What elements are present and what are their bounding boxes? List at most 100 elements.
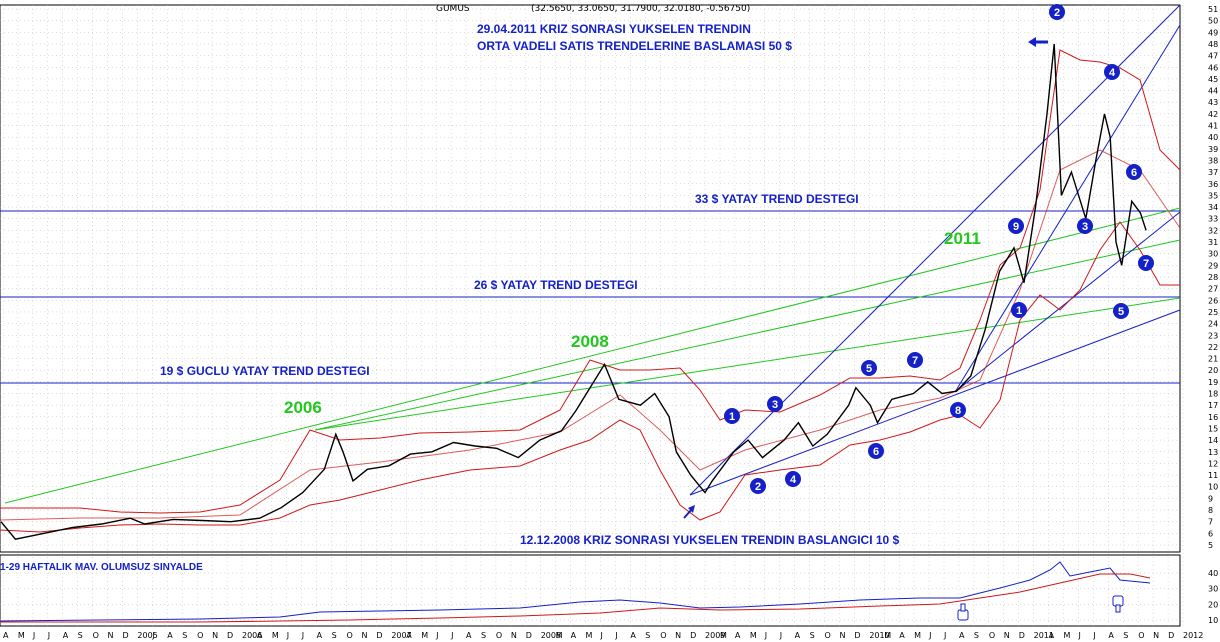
x-tick-label: 2007 (391, 631, 411, 640)
x-tick-label: A (959, 631, 965, 640)
x-tick-label: J (32, 631, 35, 640)
svg-text:5: 5 (866, 363, 872, 375)
svg-text:1: 1 (1016, 305, 1022, 317)
svg-text:5: 5 (1118, 306, 1124, 318)
indicator-red-line (0, 573, 1151, 623)
price-y-tick: 7 (1208, 518, 1213, 527)
svg-text:2: 2 (755, 481, 761, 493)
wave-badge: 5 (861, 360, 877, 376)
red-lower-band (0, 221, 1180, 533)
price-y-tick: 16 (1208, 413, 1218, 422)
blue-trend-1 (689, 309, 1181, 496)
wave-badge: 2 (750, 478, 766, 494)
green-trend-1 (4, 207, 1181, 504)
wave-badge: 1 (724, 408, 740, 424)
x-tick-label: J (1092, 631, 1095, 640)
x-tick-label: J (47, 631, 50, 640)
svg-text:3: 3 (772, 399, 778, 411)
price-y-tick: 38 (1208, 156, 1218, 165)
x-tick-label: 2011 (1034, 631, 1054, 640)
x-tick-label: A (466, 631, 472, 640)
red-middle-band (0, 149, 1181, 521)
price-y-tick: 17 (1208, 401, 1218, 410)
x-tick-label: O (496, 631, 502, 640)
x-tick-label: D (1168, 631, 1174, 640)
price-y-tick: 34 (1208, 203, 1218, 212)
price-y-tick: 32 (1208, 226, 1218, 235)
x-tick-label: M (750, 631, 757, 640)
x-tick-label: A (571, 631, 577, 640)
price-y-tick: 35 (1208, 191, 1218, 200)
x-tick-label: O (93, 631, 99, 640)
thumbs-down-icon (1112, 595, 1124, 613)
left-arrow-icon (1028, 37, 1048, 47)
svg-text:9: 9 (1013, 221, 1019, 233)
price-series (0, 43, 1147, 540)
x-tick-label: M (884, 631, 891, 640)
red-upper-band (0, 49, 1181, 514)
x-tick-label: J (301, 631, 304, 640)
x-tick-label: S (481, 631, 486, 640)
x-tick-label: S (810, 631, 815, 640)
x-tick-label: 2005 (137, 631, 157, 640)
x-tick-label: S (974, 631, 979, 640)
wave-badge: 3 (1077, 218, 1093, 234)
indicator-y-tick: 40 (1208, 569, 1218, 578)
wave-badge: 6 (868, 443, 884, 459)
x-tick-label: 2010 (869, 631, 889, 640)
x-tick-label: J (764, 631, 767, 640)
green-trend-3 (314, 297, 1181, 431)
indicator-y-tick: 20 (1208, 600, 1218, 609)
x-tick-label: D (376, 631, 382, 640)
indicator-y-tick: 10 (1208, 616, 1218, 625)
price-y-tick: 9 (1208, 494, 1213, 503)
price-y-tick: 50 (1208, 17, 1218, 26)
quote-label: (32.5650, 33.0650, 31.7900, 32.0180, -0.… (531, 4, 750, 14)
price-y-tick: 25 (1208, 308, 1218, 317)
price-y-tick: 39 (1208, 145, 1218, 154)
x-tick-label: J (599, 631, 602, 640)
price-y-tick: 37 (1208, 168, 1218, 177)
x-tick-label: D (1019, 631, 1025, 640)
blue-trend-2 (689, 4, 1181, 496)
x-tick-label: N (839, 631, 845, 640)
price-y-tick: 41 (1208, 122, 1218, 131)
wave-badge: 9 (1008, 218, 1024, 234)
wave-badges: 1 2 3 4 5 6 7 8 9 2 4 3 5 6 7 1 (724, 4, 1154, 494)
up-arrow-icon (683, 505, 695, 519)
price-y-tick: 14 (1208, 436, 1218, 445)
x-tick-label: N (675, 631, 681, 640)
price-y-tick: 44 (1208, 87, 1218, 96)
note-top-1: 29.04.2011 KRIZ SONRASI YUKSELEN TRENDIN (477, 22, 751, 36)
indicator-blue-line (0, 561, 1151, 622)
wave-badge: 2 (1049, 4, 1065, 20)
x-tick-label: N (511, 631, 517, 640)
price-y-tick: 31 (1208, 238, 1218, 247)
wave-badge: 7 (907, 352, 923, 368)
price-y-tick: 45 (1208, 75, 1218, 84)
svg-text:6: 6 (1131, 167, 1137, 179)
x-tick-label: 2006 (242, 631, 262, 640)
x-tick-label: D (122, 631, 128, 640)
x-tick-label: O (1138, 631, 1144, 640)
thumbs-up-icon (957, 603, 969, 621)
price-y-tick: 40 (1208, 133, 1218, 142)
price-y-tick: 30 (1208, 250, 1218, 259)
x-tick-label: A (406, 631, 412, 640)
green-trend-2 (314, 239, 1181, 431)
x-tick-label: S (332, 631, 337, 640)
price-y-tick: 21 (1208, 355, 1218, 364)
price-y-tick: 23 (1208, 331, 1218, 340)
x-tick-label: A (63, 631, 69, 640)
x-tick-label: D (854, 631, 860, 640)
x-tick-label: N (108, 631, 114, 640)
support-26-label: 26 $ YATAY TREND DESTEGI (474, 278, 638, 292)
price-y-tick: 46 (1208, 63, 1218, 72)
x-tick-label: A (899, 631, 905, 640)
indicator-y-tick: 30 (1208, 585, 1218, 594)
x-tick-label: D (526, 631, 532, 640)
x-tick-label: O (197, 631, 203, 640)
price-y-tick: 49 (1208, 28, 1218, 37)
